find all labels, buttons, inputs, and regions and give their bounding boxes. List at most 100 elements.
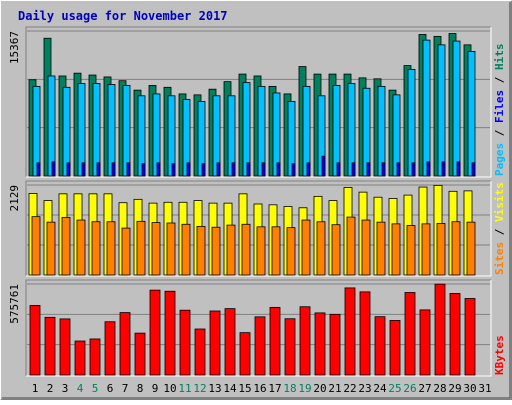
- sites-bar: [316, 221, 326, 276]
- files-bar: [96, 162, 101, 177]
- pages-bar: [257, 85, 266, 177]
- x-tick-label: 6: [107, 382, 114, 395]
- sites-bar: [286, 227, 296, 276]
- pages-bar: [182, 99, 191, 177]
- bevel-dark-inner: [2, 2, 511, 399]
- files-bar: [231, 162, 236, 177]
- files-bar: [171, 163, 176, 177]
- sites-bar: [271, 226, 281, 276]
- legend-separator: /: [493, 70, 506, 90]
- files-bar: [51, 161, 56, 177]
- chart-title: Daily usage for November 2017: [18, 9, 228, 23]
- pages-bar: [92, 83, 101, 177]
- sites-bar: [301, 219, 311, 276]
- pages-bar: [227, 95, 236, 177]
- files-bar: [396, 162, 401, 177]
- files-bar: [321, 155, 326, 177]
- panel-kbytes-legend: KBytes: [493, 335, 506, 375]
- kbytes-bar: [239, 332, 251, 376]
- x-tick-label: 7: [122, 382, 129, 395]
- files-bar: [276, 162, 281, 177]
- kbytes-bar: [404, 292, 416, 376]
- kbytes-bar: [149, 289, 161, 376]
- files-bar: [351, 162, 356, 177]
- legend-pages: Pages: [493, 143, 506, 176]
- x-tick-label: 25: [388, 382, 401, 395]
- files-bar: [156, 162, 161, 177]
- x-tick-label: 11: [178, 382, 191, 395]
- sites-bar: [91, 221, 101, 276]
- files-bar: [126, 162, 131, 177]
- x-tick-label: 18: [283, 382, 296, 395]
- x-tick-label: 4: [77, 382, 84, 395]
- kbytes-bar: [254, 316, 266, 376]
- panel-hits: 15367 Pages / Files / Hits: [8, 26, 506, 178]
- files-bar: [456, 161, 461, 177]
- kbytes-bar: [119, 312, 131, 376]
- kbytes-bar: [59, 318, 71, 376]
- sites-bar: [181, 223, 191, 276]
- x-tick-label: 28: [433, 382, 446, 395]
- kbytes-bar: [269, 306, 281, 376]
- x-tick-label: 26: [403, 382, 416, 395]
- sites-bar: [196, 225, 206, 276]
- pages-bar: [317, 95, 326, 177]
- kbytes-bar: [224, 308, 236, 376]
- sites-bar: [241, 223, 251, 276]
- files-bar: [111, 162, 116, 177]
- sites-bar: [31, 216, 41, 276]
- sites-bar: [451, 221, 461, 276]
- legend-files: Files: [493, 90, 506, 123]
- pages-bar: [332, 85, 341, 177]
- panel-kbytes-border-light: [26, 280, 492, 377]
- panel-kbytes-border-dark: [25, 279, 491, 376]
- legend-sites: Sites: [493, 242, 506, 275]
- x-tick-label: 15: [238, 382, 251, 395]
- pages-bar: [392, 94, 401, 177]
- sites-bar: [436, 223, 446, 276]
- pages-bar: [362, 87, 371, 177]
- files-bar: [366, 162, 371, 177]
- pages-bar: [377, 85, 386, 177]
- pages-bar: [62, 86, 71, 177]
- legend-visits: Visits: [493, 182, 506, 222]
- files-bar: [261, 162, 266, 177]
- pages-bar: [197, 101, 206, 177]
- kbytes-bar: [329, 313, 341, 376]
- sites-bar: [421, 223, 431, 276]
- pages-bar: [467, 51, 476, 177]
- x-tick-label: 8: [137, 382, 144, 395]
- legend-hits: Hits: [493, 44, 506, 71]
- sites-bar: [406, 225, 416, 276]
- sites-bar: [226, 224, 236, 276]
- kbytes-bar: [134, 332, 146, 376]
- chart-panels: 15367 Pages / Files / Hits 2129 Sites / Vis…: [8, 26, 506, 377]
- pages-bar: [32, 85, 41, 177]
- files-bar: [411, 162, 416, 177]
- kbytes-bar: [179, 309, 191, 376]
- sites-bar: [211, 226, 221, 276]
- x-tick-label: 16: [253, 382, 266, 395]
- x-tick-label: 14: [223, 382, 237, 395]
- x-tick-label: 12: [193, 382, 206, 395]
- panel-visits: 2129 Sites / Visits: [8, 180, 506, 277]
- pages-bar: [407, 68, 416, 177]
- pages-bar: [437, 44, 446, 177]
- x-tick-label: 10: [163, 382, 176, 395]
- x-tick-label: 5: [92, 382, 99, 395]
- files-bar: [471, 162, 476, 177]
- kbytes-bar: [284, 318, 296, 376]
- files-bar: [186, 162, 191, 177]
- x-tick-label: 30: [463, 382, 476, 395]
- files-bar: [291, 163, 296, 177]
- pages-bar: [107, 84, 116, 177]
- x-tick-label: 13: [208, 382, 221, 395]
- files-bar: [216, 162, 221, 177]
- kbytes-bar: [89, 338, 101, 376]
- files-bar: [81, 162, 86, 177]
- pages-bar: [272, 92, 281, 177]
- files-bar: [381, 162, 386, 177]
- pages-bar: [167, 95, 176, 177]
- kbytes-bar: [464, 298, 476, 376]
